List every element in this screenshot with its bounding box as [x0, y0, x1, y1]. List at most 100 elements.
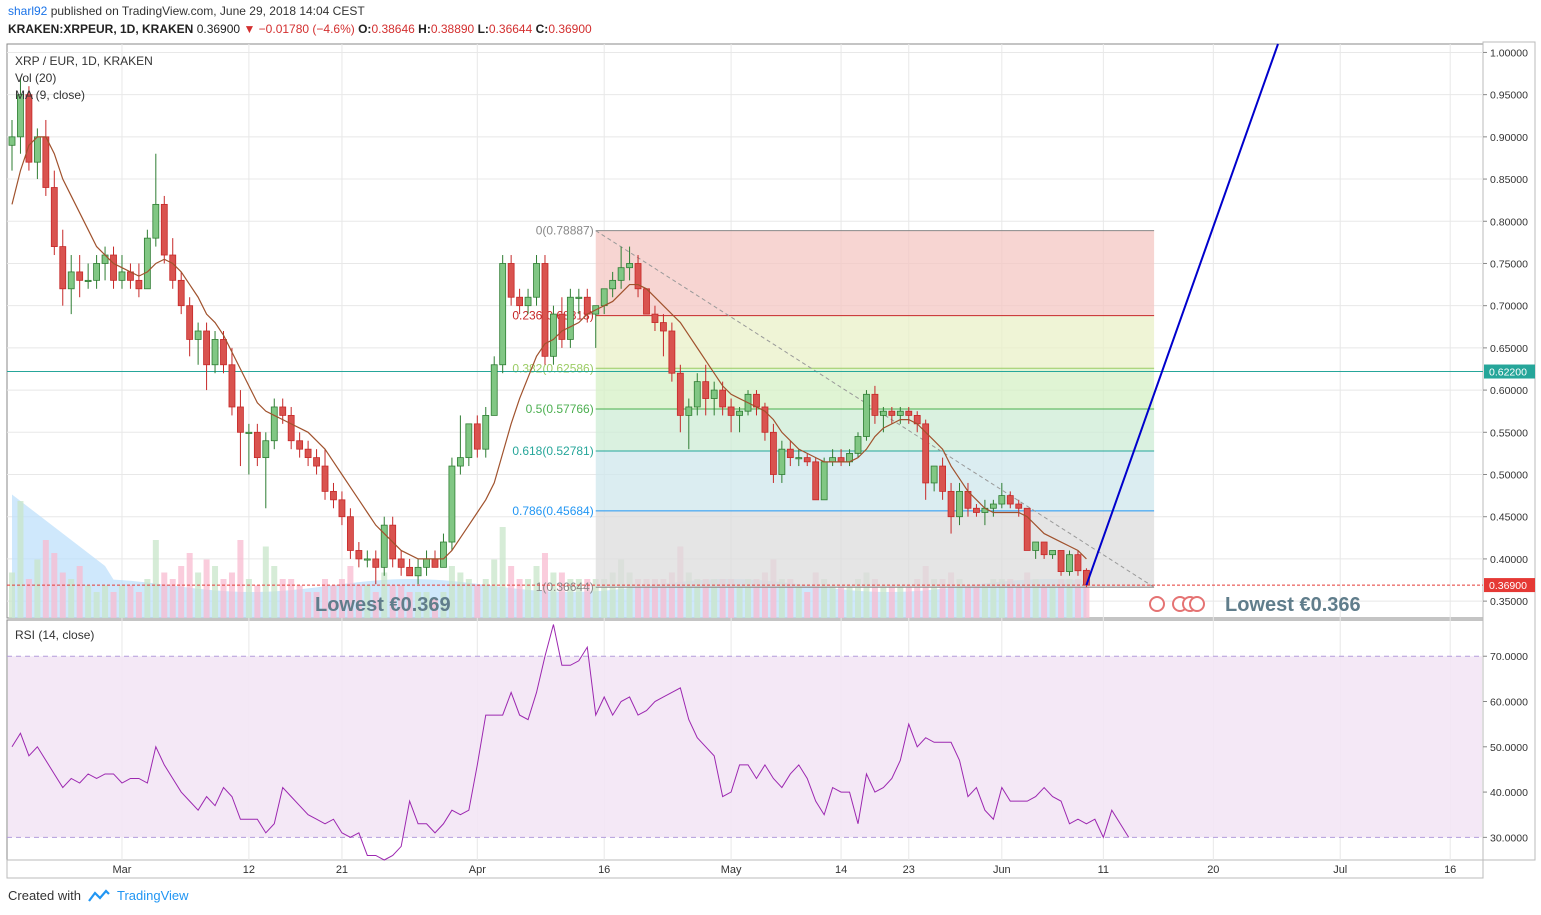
volume-bar — [288, 579, 295, 618]
volume-bar — [660, 579, 667, 618]
candle-body — [76, 271, 84, 281]
candle-body — [566, 296, 574, 340]
volume-bar — [711, 579, 718, 618]
tradingview-link[interactable]: TradingView — [116, 888, 189, 903]
x-tick-label: 21 — [336, 864, 348, 876]
candle-body — [922, 423, 930, 484]
author-link[interactable]: sharl92 — [8, 4, 48, 18]
y-tick-label: 0.95000 — [1490, 90, 1528, 102]
candle-body — [761, 406, 769, 433]
x-tick-label: 12 — [243, 864, 255, 876]
event-flag-icon — [1149, 596, 1165, 612]
volume-bar — [998, 579, 1005, 618]
candle-body — [372, 558, 380, 568]
candle-body — [287, 415, 295, 442]
candle-body — [541, 263, 549, 357]
volume-bar — [440, 592, 447, 618]
fib-level-label: 0.618(0.52781) — [512, 444, 593, 458]
candle-body — [939, 465, 946, 492]
fib-zone — [595, 315, 1155, 369]
footer: Created with TradingView — [8, 888, 189, 903]
volume-bar — [465, 579, 472, 618]
candle-body — [67, 271, 75, 290]
candle-body — [871, 393, 879, 416]
candle-body — [169, 254, 177, 281]
volume-bar — [525, 579, 532, 618]
volume-bar — [846, 585, 853, 618]
candle-body — [736, 410, 743, 416]
volume-bar — [795, 585, 802, 618]
volume-bar — [888, 585, 895, 618]
candle-body — [279, 406, 287, 416]
volume-bar — [499, 527, 506, 618]
candle-body — [583, 296, 591, 315]
candle-body — [753, 393, 760, 408]
candle-body — [228, 364, 236, 408]
price-label-bg — [1484, 364, 1535, 379]
candle-body — [42, 136, 50, 188]
high-value: 0.38890 — [430, 22, 475, 36]
high-label: H: — [418, 22, 431, 36]
candle-body — [812, 461, 820, 501]
volume-bar — [245, 579, 252, 618]
volume-bar — [389, 585, 396, 618]
candle-body — [118, 271, 126, 281]
candle-body — [973, 507, 980, 513]
volume-bar — [161, 572, 168, 618]
volume-bar — [948, 572, 955, 618]
y-tick-label: 0.85000 — [1490, 174, 1528, 186]
volume-bar — [635, 579, 642, 618]
volume-bar — [973, 585, 980, 618]
candle-body — [50, 187, 58, 247]
y-tick-label: 0.75000 — [1490, 258, 1528, 270]
candle-body — [135, 279, 143, 290]
x-tick-label: 14 — [835, 864, 847, 876]
y-tick-label: 0.35000 — [1490, 596, 1528, 608]
volume-bar — [1041, 585, 1048, 618]
candle-body — [8, 136, 16, 146]
candle-body — [930, 465, 938, 484]
candle-body — [947, 490, 955, 518]
candle-body — [84, 279, 92, 282]
candle-body — [380, 524, 388, 568]
volume-bar — [685, 572, 692, 618]
volume-bar — [110, 592, 117, 618]
y-tick-label: 0.40000 — [1490, 554, 1528, 566]
volume-bar — [237, 540, 244, 618]
candle-body — [896, 410, 904, 416]
candle-body — [321, 465, 329, 492]
volume-bar — [719, 579, 726, 618]
candle-body — [397, 558, 405, 568]
candle-body — [93, 263, 100, 281]
candle-body — [25, 94, 33, 163]
volume-bar — [533, 566, 540, 618]
candle-body — [177, 279, 185, 307]
candle-body — [693, 381, 701, 408]
volume-bar — [415, 592, 422, 618]
volume-bar — [643, 579, 650, 618]
candle-body — [262, 440, 270, 459]
y-tick-label: 0.55000 — [1490, 427, 1528, 439]
rsi-tick-label: 30.0000 — [1490, 832, 1528, 844]
volume-bar — [931, 579, 938, 618]
candle-body — [533, 263, 540, 298]
candle-body — [152, 203, 160, 239]
candle-body — [33, 136, 41, 163]
candle-body — [203, 330, 210, 366]
volume-bar — [305, 592, 312, 618]
candle-body — [770, 431, 777, 475]
y-tick-label: 0.60000 — [1490, 385, 1528, 397]
volume-bar — [702, 579, 709, 618]
volume-bar — [787, 579, 794, 618]
volume-bar — [812, 572, 819, 618]
annotation-lowest-left: Lowest €0.369 — [315, 594, 451, 616]
y-tick-label: 0.50000 — [1490, 470, 1528, 482]
volume-bar — [127, 585, 134, 618]
x-tick-label: Jul — [1333, 864, 1347, 876]
candle-body — [634, 263, 642, 290]
candle-body — [1049, 550, 1056, 556]
candle-body — [550, 313, 557, 357]
candle-body — [465, 423, 473, 459]
candle-body — [490, 364, 498, 416]
